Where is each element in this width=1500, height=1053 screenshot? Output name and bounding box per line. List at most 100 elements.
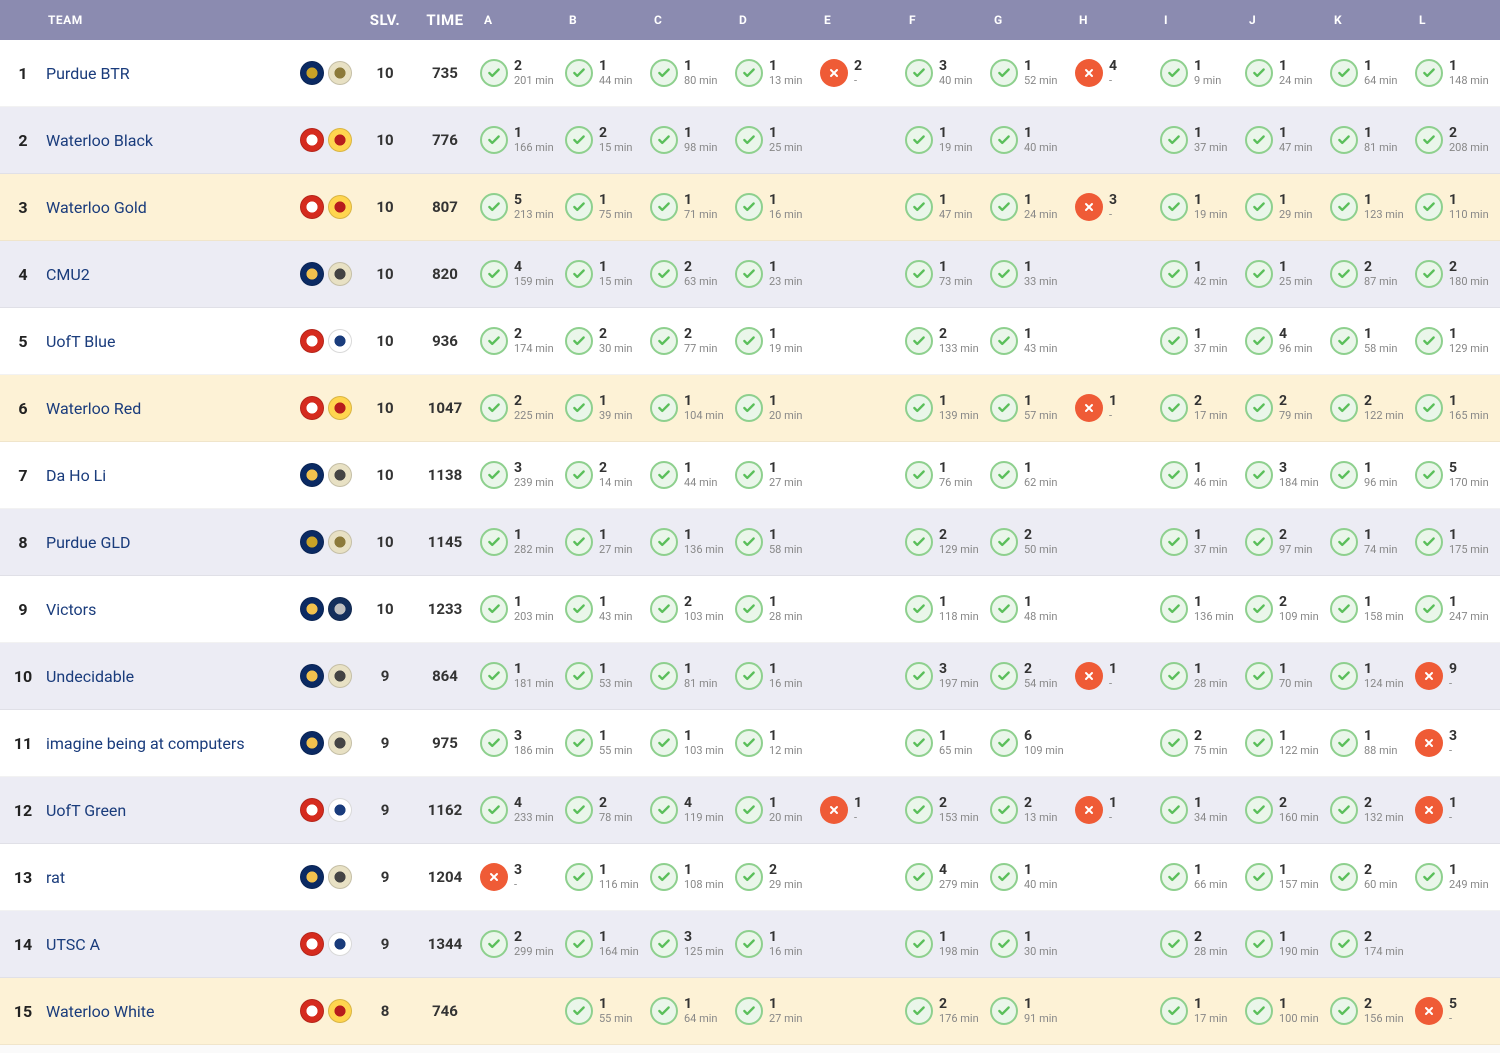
team-link[interactable]: UTSC A — [46, 935, 100, 954]
tries: 2 — [599, 327, 633, 342]
team-cell: UTSC A — [46, 935, 300, 954]
check-icon — [1330, 528, 1358, 556]
problem-cell: 158 min — [735, 528, 820, 556]
tries: 1 — [1364, 662, 1404, 677]
minutes: 66 min — [1194, 879, 1228, 891]
check-icon — [905, 461, 933, 489]
team-link[interactable]: CMU2 — [46, 265, 90, 284]
minutes: 37 min — [1194, 544, 1228, 556]
header-problem[interactable]: L — [1415, 13, 1500, 27]
check-icon — [1415, 193, 1443, 221]
check-icon — [905, 729, 933, 757]
minutes: 27 min — [599, 544, 633, 556]
tries: 2 — [1449, 260, 1489, 275]
header-problem[interactable]: G — [990, 13, 1075, 27]
minutes: 118 min — [939, 611, 979, 623]
check-icon — [905, 796, 933, 824]
team-cell: Victors — [46, 600, 300, 619]
team-badge-icon — [328, 128, 352, 152]
tries: 1 — [769, 193, 803, 208]
header-problem[interactable]: C — [650, 13, 735, 27]
tries: 5 — [1449, 461, 1489, 476]
solved-count: 10 — [360, 131, 410, 149]
problem-cell: 171 min — [650, 193, 735, 221]
header-problem[interactable]: D — [735, 13, 820, 27]
team-link[interactable]: imagine being at computers — [46, 734, 245, 753]
badges — [300, 128, 360, 152]
problem-cell: 254 min — [990, 662, 1075, 690]
rank: 8 — [0, 533, 46, 552]
tries: 4 — [514, 260, 554, 275]
minutes: 25 min — [769, 142, 803, 154]
tries: 3 — [1279, 461, 1319, 476]
tries: 1 — [1194, 997, 1228, 1012]
check-icon — [480, 193, 508, 221]
tries: 1 — [1449, 193, 1489, 208]
minutes: 77 min — [684, 343, 718, 355]
team-link[interactable]: UofT Green — [46, 801, 126, 820]
header-problem[interactable]: E — [820, 13, 905, 27]
problem-cell: 113 min — [735, 59, 820, 87]
team-link[interactable]: Purdue GLD — [46, 533, 131, 552]
tries: 1 — [769, 126, 803, 141]
minutes: 28 min — [769, 611, 803, 623]
tries: 1 — [1449, 595, 1489, 610]
rank: 15 — [0, 1002, 46, 1021]
minutes: - — [1449, 1013, 1457, 1025]
problem-cell: 4233 min — [480, 796, 565, 824]
header-problem[interactable]: F — [905, 13, 990, 27]
team-link[interactable]: rat — [46, 868, 65, 887]
rank: 3 — [0, 198, 46, 217]
tries: 5 — [514, 193, 554, 208]
minutes: 71 min — [684, 209, 718, 221]
tries: 1 — [684, 997, 718, 1012]
team-link[interactable]: Da Ho Li — [46, 466, 106, 485]
team-cell: Waterloo Black — [46, 131, 300, 150]
header-slv[interactable]: SLV. — [360, 11, 410, 29]
header-time[interactable]: TIME — [410, 11, 480, 29]
tries: 1 — [939, 461, 973, 476]
team-link[interactable]: Purdue BTR — [46, 64, 130, 83]
minutes: 19 min — [769, 343, 803, 355]
team-link[interactable]: Undecidable — [46, 667, 134, 686]
header-problem[interactable]: B — [565, 13, 650, 27]
minutes: 75 min — [599, 209, 633, 221]
team-link[interactable]: UofT Blue — [46, 332, 115, 351]
minutes: 23 min — [769, 276, 803, 288]
minutes: 17 min — [1194, 410, 1228, 422]
tries: 3 — [1109, 193, 1117, 208]
team-link[interactable]: Waterloo Black — [46, 131, 153, 150]
team-link[interactable]: Waterloo Gold — [46, 198, 147, 217]
header-problem[interactable]: I — [1160, 13, 1245, 27]
tries: 1 — [1024, 595, 1058, 610]
check-icon — [990, 260, 1018, 288]
header-problem[interactable]: J — [1245, 13, 1330, 27]
tries: 1 — [599, 394, 633, 409]
check-icon — [1330, 796, 1358, 824]
team-badge-icon — [328, 597, 352, 621]
tries: 1 — [599, 59, 633, 74]
check-icon — [1245, 930, 1273, 958]
minutes: 48 min — [1024, 611, 1058, 623]
team-link[interactable]: Waterloo White — [46, 1002, 155, 1021]
tries: 2 — [514, 59, 554, 74]
team-link[interactable]: Waterloo Red — [46, 399, 141, 418]
problem-cell: 263 min — [650, 260, 735, 288]
minutes: 19 min — [939, 142, 973, 154]
minutes: 81 min — [684, 678, 718, 690]
tries: 2 — [1194, 394, 1228, 409]
problem-cell: 213 min — [990, 796, 1075, 824]
problem-cell: 2176 min — [905, 997, 990, 1025]
check-icon — [1245, 595, 1273, 623]
tries: 1 — [599, 930, 639, 945]
problem-cell: 1203 min — [480, 595, 565, 623]
check-icon — [480, 327, 508, 355]
scoreboard-row: 12UofT Green911624233 min278 min4119 min… — [0, 777, 1500, 844]
header-problem[interactable]: H — [1075, 13, 1160, 27]
rank: 1 — [0, 64, 46, 83]
header-team[interactable]: TEAM — [46, 13, 300, 27]
header-problem[interactable]: A — [480, 13, 565, 27]
header-problem[interactable]: K — [1330, 13, 1415, 27]
team-link[interactable]: Victors — [46, 600, 96, 619]
problem-cell: 128 min — [735, 595, 820, 623]
